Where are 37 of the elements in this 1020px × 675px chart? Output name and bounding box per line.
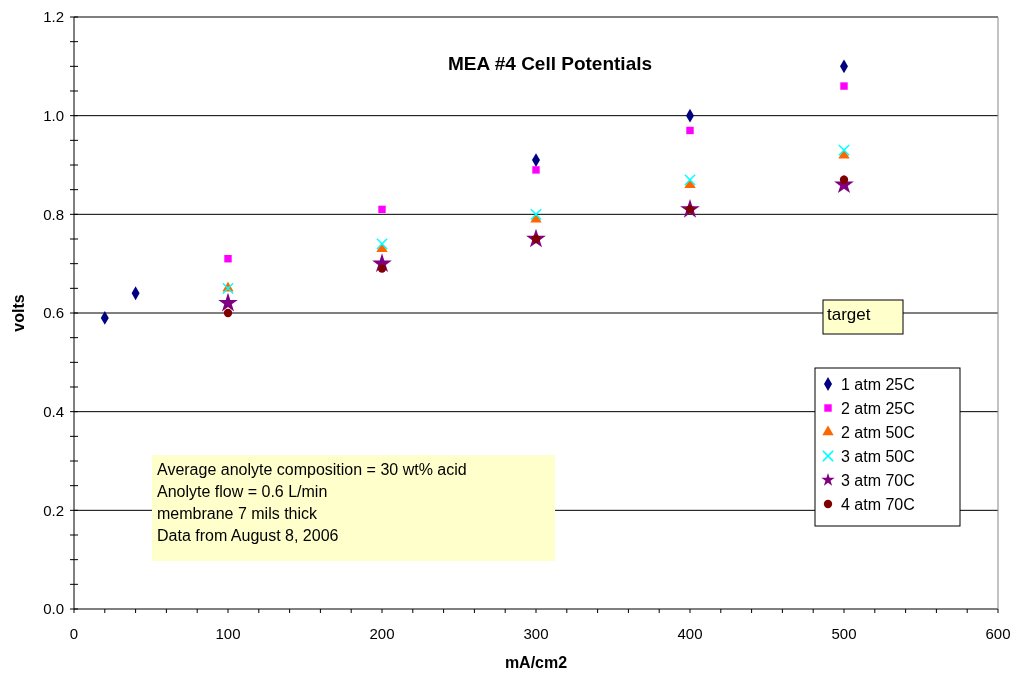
y-tick-label: 0.8 [43, 205, 64, 223]
x-tick-label: 500 [831, 625, 857, 642]
point [377, 264, 387, 273]
annotation: Average anolyte composition = 30 wt% acid Anolyte flow = 0.6 L/min membrane 7 mils thick Data from August 8, 2006 [157, 461, 467, 544]
point [224, 255, 232, 263]
x-tick-label: 600 [985, 625, 1011, 642]
x-axis-title: mA/cm2 [504, 654, 568, 671]
y-tick-label: 0.0 [43, 600, 64, 618]
y-tick-label: 1.0 [43, 106, 64, 124]
point [686, 126, 694, 135]
legend-label: 3 atm 50C [841, 447, 915, 465]
x-tick-label: 300 [523, 625, 549, 642]
annotation: target [827, 305, 871, 324]
text: MEA #4 Cell Potentials [447, 53, 653, 74]
point [376, 238, 388, 250]
legend-label: 4 atm 70C [841, 495, 915, 513]
point [840, 82, 848, 90]
x-tick-label: 100 [215, 625, 241, 642]
point [378, 205, 386, 214]
legend-label: 2 atm 50C [841, 423, 915, 441]
point [838, 144, 850, 157]
legend-label: 2 atm 25C [841, 399, 915, 417]
point [218, 292, 238, 312]
x-tick-label: 200 [369, 625, 395, 642]
legend-label: 1 atm 25C [841, 375, 915, 393]
y-tick-label: 1.2 [43, 8, 64, 26]
legend-label: 3 atm 70C [841, 471, 915, 489]
x-tick-label: 0 [69, 625, 79, 642]
y-tick-label: 0.2 [43, 501, 64, 519]
y-tick-label: 0.4 [43, 402, 64, 420]
y-tick-label: 0.6 [43, 304, 64, 322]
point [684, 173, 696, 186]
point [530, 208, 542, 221]
x-tick-label: 400 [677, 625, 703, 642]
point [532, 166, 540, 174]
y-axis-title: volts [10, 294, 27, 332]
point [223, 308, 233, 318]
